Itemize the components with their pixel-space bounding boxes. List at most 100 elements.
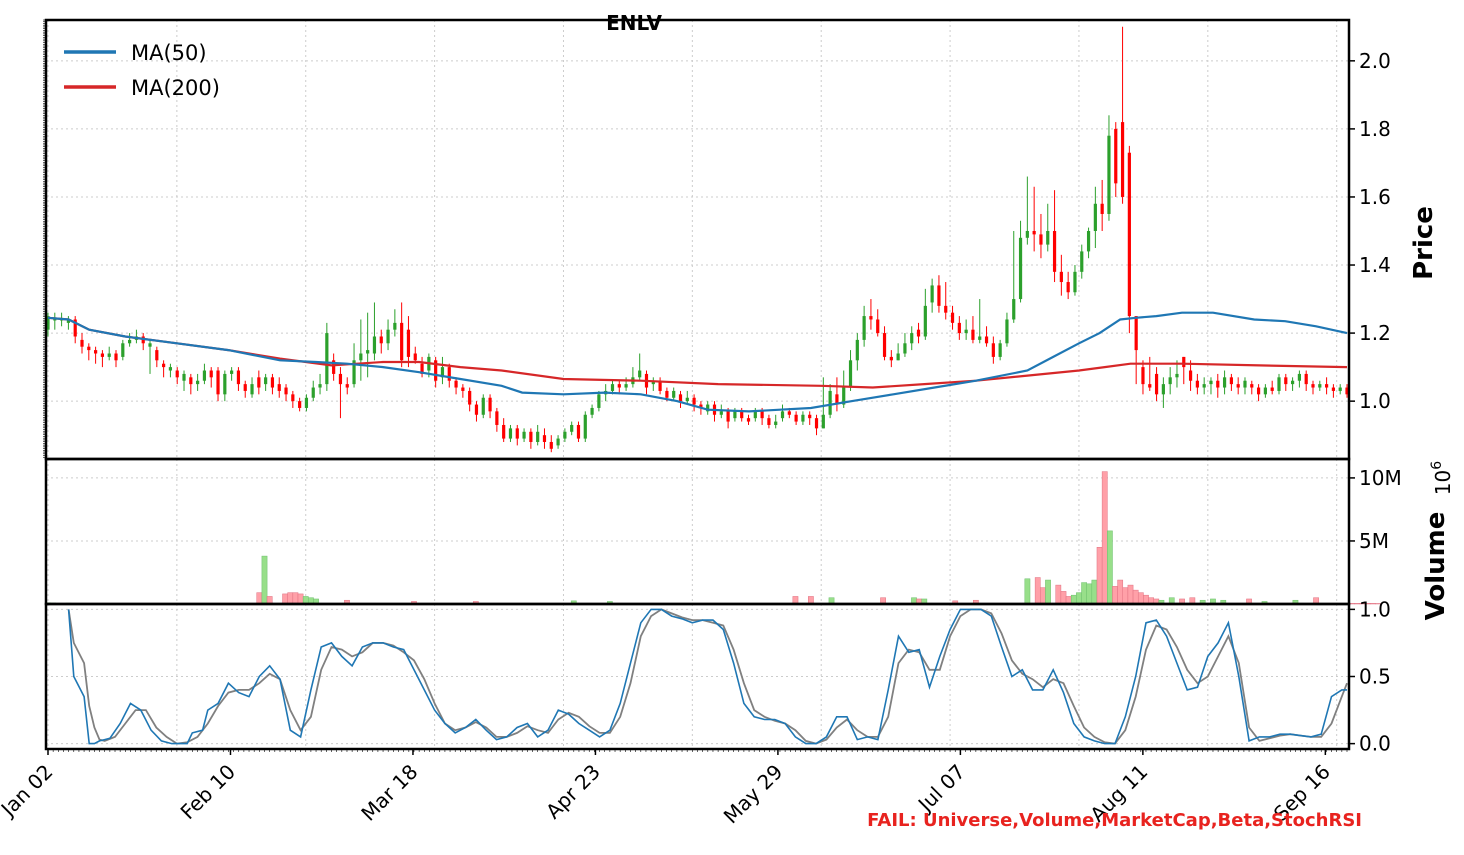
candle-body [903, 343, 907, 354]
candle-body [1236, 384, 1240, 388]
candle-body [291, 394, 295, 402]
candle-body [760, 411, 764, 419]
candle-body [930, 285, 934, 303]
candle-body [1216, 380, 1220, 388]
candle-body [1331, 387, 1335, 391]
candle-body [658, 380, 662, 391]
x-tick-label: Mar 18 [356, 760, 422, 826]
candle-body [590, 407, 594, 415]
candle-body [842, 387, 846, 405]
candle-body [73, 319, 77, 337]
candle-body [1243, 380, 1247, 388]
candle-body [148, 343, 152, 347]
volume-axis-title: Volume [1421, 512, 1451, 621]
candle-body [1114, 128, 1118, 184]
candle-body [495, 411, 499, 425]
volume-bar [256, 592, 263, 605]
volume-panel [45, 471, 1381, 605]
candle-body [284, 387, 288, 395]
candle-body [549, 441, 553, 449]
volume-bar [282, 593, 288, 605]
candle-body [332, 360, 336, 374]
legend-label-ma50: MA(50) [131, 41, 207, 65]
candle-body [1222, 377, 1227, 388]
stoch-k-line [67, 608, 1347, 745]
candle-body [359, 353, 363, 361]
volume-bar [297, 593, 304, 605]
candle-body [1202, 384, 1206, 388]
candle-body [1188, 370, 1193, 381]
candle-body [991, 343, 995, 357]
axes: 1.0 1.2 1.4 1.6 1.8 2.0 5M 10M 0.0 0.5 1.0 Jan 02 Fe… [0, 18, 1402, 829]
x-tick-label: Feb 10 [176, 760, 241, 825]
candle-body [243, 384, 247, 391]
candle-body [950, 312, 955, 323]
candle-body [610, 384, 615, 391]
price-tick-label: 2.0 [1359, 49, 1391, 73]
candle-body [821, 414, 825, 429]
candle-body [848, 360, 853, 388]
candle-body [638, 370, 642, 378]
candle-body [508, 428, 513, 439]
candle-body [889, 356, 893, 361]
volume-bar [1060, 591, 1067, 605]
candle-body [345, 384, 349, 388]
candle-body [522, 431, 526, 439]
candle-body [481, 397, 485, 415]
x-tick-label: May 29 [719, 760, 788, 829]
volume-bar [1122, 587, 1129, 605]
volume-tick-label: 5M [1359, 529, 1389, 553]
candle-body [114, 353, 118, 361]
candle-body [780, 411, 785, 419]
candle-body [1086, 230, 1091, 252]
candle-body [379, 336, 383, 344]
candle-body [706, 404, 710, 412]
candle-body [488, 397, 492, 412]
candle-body [352, 360, 356, 385]
volume-bar [1349, 603, 1356, 605]
candle-body [665, 390, 669, 398]
candle-body [121, 343, 125, 357]
ma50-line [47, 311, 1348, 413]
candle-body [461, 387, 465, 391]
candle-body [1182, 356, 1186, 368]
candle-body [978, 336, 982, 340]
candle-body [515, 428, 519, 439]
candle-body [1284, 377, 1288, 385]
candle-body [386, 329, 390, 344]
candle-body [1148, 384, 1152, 388]
candle-body [372, 336, 377, 354]
candle-body [1318, 384, 1322, 388]
price-tick-label: 1.2 [1359, 321, 1391, 345]
candle-body [1277, 377, 1281, 391]
grid [46, 20, 1349, 749]
candle-body [753, 411, 757, 419]
candle-body [862, 316, 866, 340]
candle-body [420, 363, 424, 374]
candle-body [1195, 380, 1199, 388]
candle-body [202, 370, 207, 381]
candle-body [740, 411, 744, 419]
candle-body [440, 367, 445, 378]
candle-body [107, 353, 111, 357]
volume-bar [1076, 592, 1082, 605]
volume-bar [1045, 579, 1051, 605]
candle-body [1161, 384, 1165, 395]
candle-body [209, 370, 213, 378]
candle-body [264, 377, 268, 385]
candle-body [474, 404, 479, 415]
x-tick-label: Jan 02 [0, 760, 58, 823]
candle-body [896, 353, 900, 361]
candle-body [923, 305, 927, 337]
candle-body [155, 350, 159, 361]
price-tick-label: 1.4 [1359, 253, 1391, 277]
volume-bar [1375, 603, 1381, 605]
candle-body [835, 394, 839, 405]
candle-body [536, 431, 540, 442]
fail-annotation: FAIL: Universe,Volume,MarketCap,Beta,Sto… [867, 810, 1362, 831]
candle-body [46, 316, 50, 330]
candle-body [787, 411, 791, 415]
candle-body [338, 373, 343, 385]
volume-bar [292, 592, 299, 605]
